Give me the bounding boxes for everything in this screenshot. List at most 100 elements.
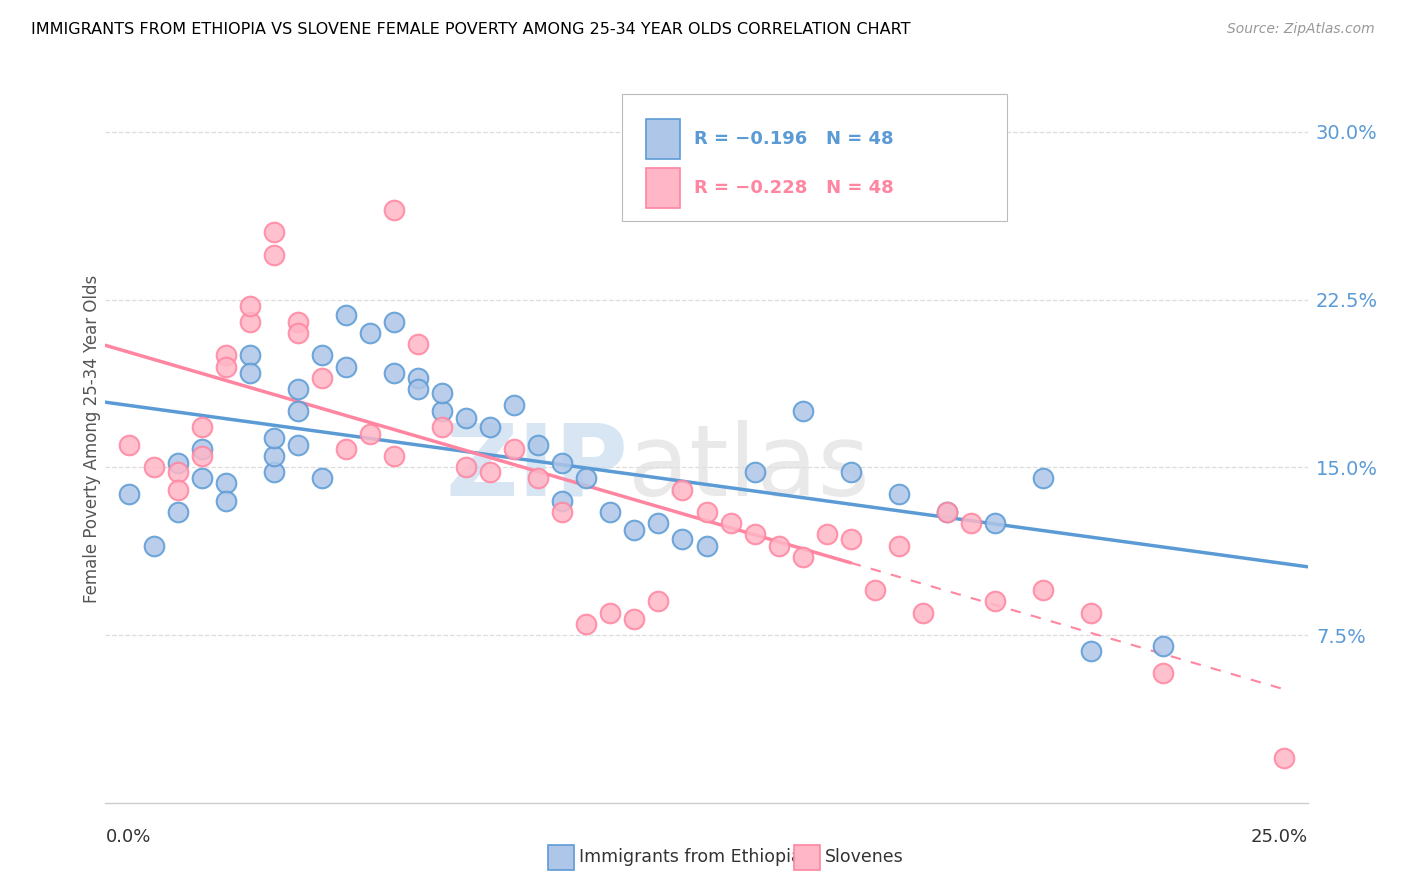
Text: IMMIGRANTS FROM ETHIOPIA VS SLOVENE FEMALE POVERTY AMONG 25-34 YEAR OLDS CORRELA: IMMIGRANTS FROM ETHIOPIA VS SLOVENE FEMA…	[31, 22, 911, 37]
Point	[190, 420, 212, 434]
Point	[815, 527, 838, 541]
Point	[720, 516, 742, 531]
Point	[503, 398, 526, 412]
Point	[551, 505, 574, 519]
Point	[454, 411, 477, 425]
Text: 25.0%: 25.0%	[1250, 828, 1308, 846]
Point	[1152, 666, 1174, 681]
Point	[671, 532, 693, 546]
Text: R = −0.196   N = 48: R = −0.196 N = 48	[695, 130, 894, 148]
Point	[239, 367, 262, 381]
Point	[479, 465, 502, 479]
Point	[166, 483, 188, 497]
Point	[166, 456, 188, 470]
Point	[311, 348, 333, 362]
Point	[263, 226, 285, 240]
Point	[118, 438, 141, 452]
Text: 0.0%: 0.0%	[105, 828, 150, 846]
Point	[406, 337, 429, 351]
Point	[263, 431, 285, 445]
Point	[311, 371, 333, 385]
Point	[1080, 643, 1102, 657]
Point	[863, 583, 886, 598]
Point	[214, 359, 236, 374]
Text: Source: ZipAtlas.com: Source: ZipAtlas.com	[1227, 22, 1375, 37]
Point	[190, 471, 212, 485]
Point	[575, 616, 598, 631]
Point	[359, 426, 381, 441]
Point	[190, 449, 212, 463]
Point	[696, 505, 718, 519]
Point	[503, 442, 526, 457]
Point	[239, 299, 262, 313]
Point	[839, 465, 862, 479]
Point	[430, 404, 453, 418]
Point	[551, 456, 574, 470]
Point	[768, 539, 790, 553]
Point	[382, 367, 405, 381]
Point	[214, 475, 236, 490]
Point	[382, 449, 405, 463]
Point	[166, 505, 188, 519]
Point	[960, 516, 983, 531]
Bar	[647, 120, 681, 160]
Point	[118, 487, 141, 501]
Point	[359, 326, 381, 340]
Point	[335, 442, 357, 457]
Text: ZIP: ZIP	[446, 420, 628, 516]
Point	[287, 382, 309, 396]
Point	[599, 606, 621, 620]
Point	[454, 460, 477, 475]
Point	[1032, 583, 1054, 598]
Point	[335, 359, 357, 374]
Point	[263, 465, 285, 479]
Point	[575, 471, 598, 485]
Point	[527, 438, 550, 452]
Point	[792, 404, 814, 418]
Point	[406, 371, 429, 385]
Text: Slovenes: Slovenes	[825, 848, 904, 866]
Point	[311, 471, 333, 485]
Point	[551, 493, 574, 508]
Point	[479, 420, 502, 434]
FancyBboxPatch shape	[623, 94, 1007, 221]
Point	[1080, 606, 1102, 620]
Point	[696, 539, 718, 553]
Point	[623, 612, 645, 626]
Point	[911, 606, 934, 620]
Point	[214, 493, 236, 508]
Point	[599, 505, 621, 519]
Point	[984, 594, 1007, 608]
Point	[335, 308, 357, 322]
Point	[1152, 639, 1174, 653]
Point	[623, 523, 645, 537]
Point	[263, 449, 285, 463]
Point	[744, 527, 766, 541]
Point	[887, 487, 910, 501]
Point	[1032, 471, 1054, 485]
Point	[744, 465, 766, 479]
Point	[190, 442, 212, 457]
Point	[406, 382, 429, 396]
Point	[142, 460, 165, 475]
Point	[239, 315, 262, 329]
Point	[382, 315, 405, 329]
Point	[430, 386, 453, 401]
Bar	[647, 169, 681, 208]
Y-axis label: Female Poverty Among 25-34 Year Olds: Female Poverty Among 25-34 Year Olds	[83, 276, 101, 603]
Point	[887, 539, 910, 553]
Point	[647, 594, 669, 608]
Point	[936, 505, 959, 519]
Text: Immigrants from Ethiopia: Immigrants from Ethiopia	[579, 848, 801, 866]
Point	[382, 202, 405, 217]
Point	[166, 465, 188, 479]
Point	[214, 348, 236, 362]
Point	[839, 532, 862, 546]
Point	[527, 471, 550, 485]
Point	[792, 549, 814, 564]
Text: R = −0.228   N = 48: R = −0.228 N = 48	[695, 178, 894, 197]
Point	[1272, 751, 1295, 765]
Point	[287, 404, 309, 418]
Point	[287, 326, 309, 340]
Point	[671, 483, 693, 497]
